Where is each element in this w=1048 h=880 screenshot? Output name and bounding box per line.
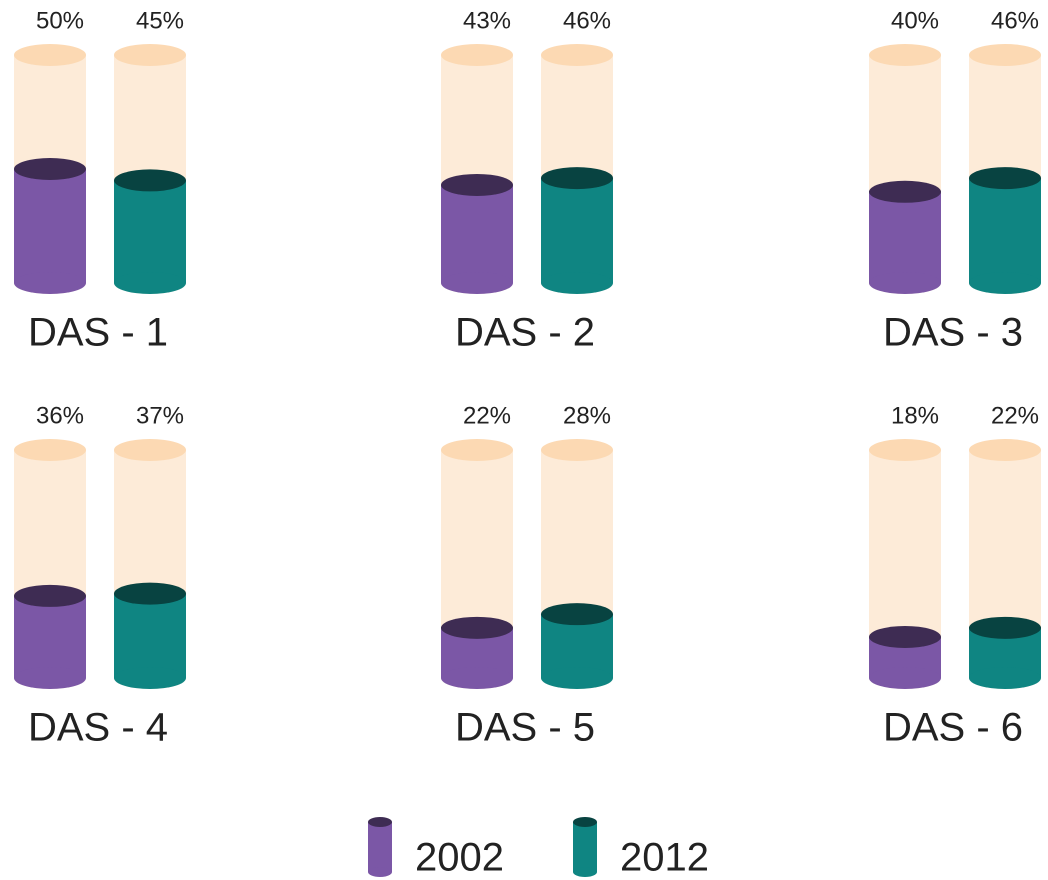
bar-cap (869, 625, 941, 648)
cylinder-track-cap (114, 439, 186, 461)
bar-body (441, 184, 513, 283)
cylinder-track-cap (969, 439, 1041, 461)
bar (441, 616, 513, 689)
cylinder-track-cap (114, 44, 186, 66)
bar (869, 180, 941, 294)
bar-base (441, 272, 513, 294)
category-label: DAS - 2 (455, 311, 595, 355)
legend-swatch (573, 817, 597, 877)
bar-body (14, 595, 86, 678)
legend-swatch (368, 817, 392, 877)
value-label: 46% (563, 7, 611, 34)
bar (14, 584, 86, 689)
bar (969, 616, 1041, 689)
bar-base (14, 667, 86, 689)
bar-cap (869, 180, 941, 203)
value-label: 46% (991, 7, 1039, 34)
cylinder-track-cap (869, 439, 941, 461)
legend-label: 2012 (620, 836, 709, 880)
category-label: DAS - 5 (455, 706, 595, 750)
value-label: 50% (36, 7, 84, 34)
bar-cap (14, 158, 86, 180)
cylinder-track-cap (14, 439, 86, 461)
cylinder-track-cap (969, 44, 1041, 66)
bar (541, 603, 613, 689)
category-label: DAS - 1 (28, 311, 168, 355)
cylinder-track-cap (441, 439, 513, 461)
legend-label: 2002 (415, 836, 504, 880)
bar-body (114, 180, 186, 283)
bar-body (541, 178, 613, 283)
bar (969, 167, 1041, 294)
value-label: 40% (891, 7, 939, 34)
bar-cap (969, 616, 1041, 639)
legend-swatch-body (368, 822, 392, 872)
value-label: 18% (891, 402, 939, 429)
bar-base (869, 272, 941, 294)
value-label: 45% (136, 7, 184, 34)
cylinder-track-cap (869, 44, 941, 66)
bar-base (114, 667, 186, 689)
value-label: 36% (36, 402, 84, 429)
cylinder-track-cap (541, 44, 613, 66)
legend-swatch-base (368, 867, 392, 877)
bar-cap (14, 584, 86, 607)
bar-cap (541, 603, 613, 626)
value-label: 22% (463, 402, 511, 429)
bar-body (114, 593, 186, 678)
legend-swatch-body (573, 822, 597, 872)
bar-base (441, 667, 513, 689)
bar (869, 625, 941, 689)
cylinder-track-cap (441, 44, 513, 66)
legend-swatch-cap (368, 817, 392, 827)
bar (114, 169, 186, 294)
bar-cap (541, 167, 613, 190)
bar-base (869, 667, 941, 689)
bar-base (541, 272, 613, 294)
bar (14, 158, 86, 294)
value-label: 43% (463, 7, 511, 34)
bar (114, 582, 186, 689)
bar (541, 167, 613, 294)
bar-base (969, 272, 1041, 294)
legend-swatch-base (573, 867, 597, 877)
cylinder-track-cap (14, 44, 86, 66)
legend-swatch-cap (573, 817, 597, 827)
bar-base (114, 272, 186, 294)
category-label: DAS - 3 (883, 311, 1023, 355)
value-label: 37% (136, 402, 184, 429)
bar-base (14, 272, 86, 294)
category-label: DAS - 6 (883, 706, 1023, 750)
bar-cap (114, 169, 186, 192)
bar-cap (114, 582, 186, 605)
bar-base (541, 667, 613, 689)
category-label: DAS - 4 (28, 706, 168, 750)
value-label: 22% (991, 402, 1039, 429)
bar-base (969, 667, 1041, 689)
bar-cap (441, 616, 513, 639)
value-label: 28% (563, 402, 611, 429)
bar-body (969, 178, 1041, 283)
cylinder-track-cap (541, 439, 613, 461)
bar-body (869, 191, 941, 283)
bar-body (14, 169, 86, 283)
bar-cap (441, 173, 513, 196)
bar (441, 173, 513, 294)
bar-cap (969, 167, 1041, 190)
